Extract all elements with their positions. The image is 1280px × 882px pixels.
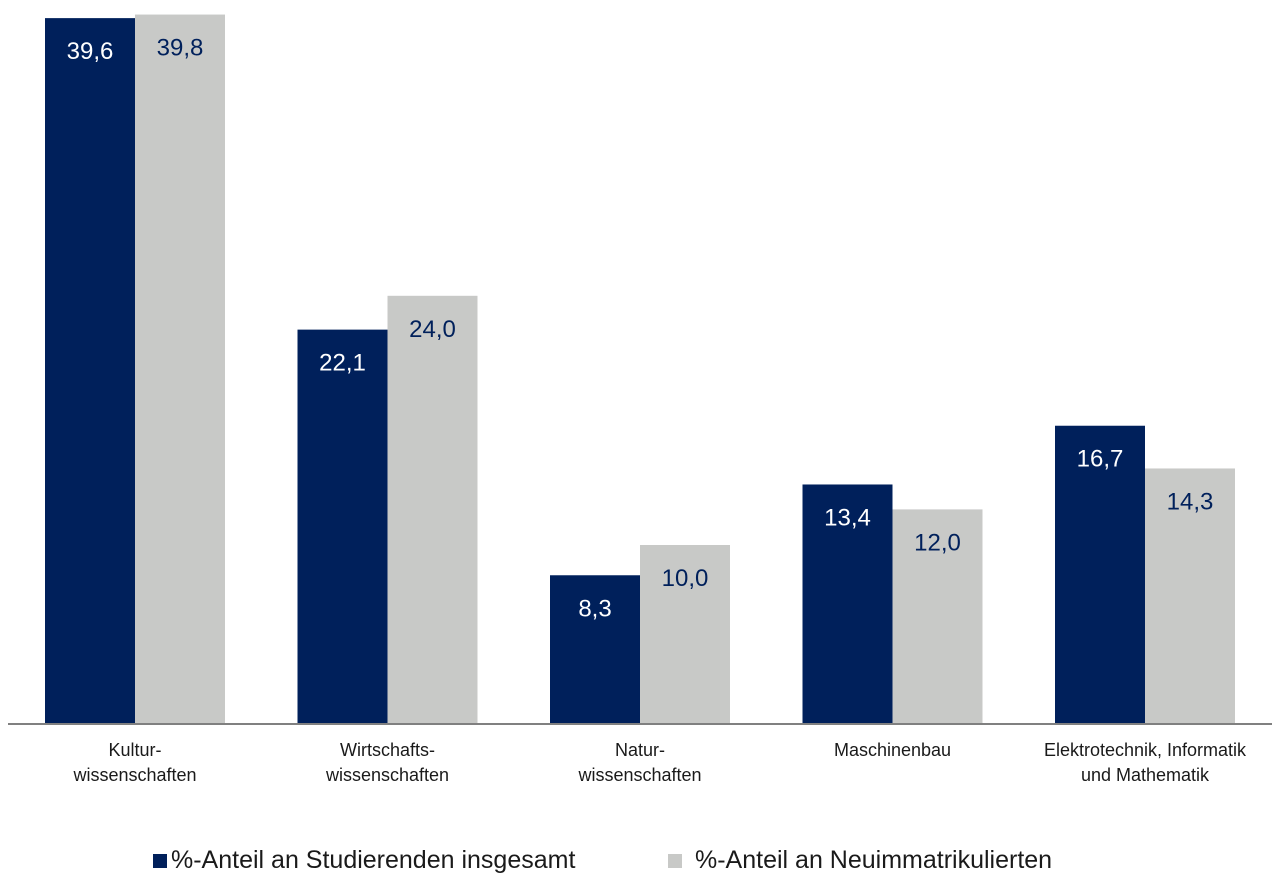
bar-neuimmatrikulierte-naturwissenschaften <box>640 545 730 723</box>
legend-swatch-gray <box>668 853 682 868</box>
legend-label-studierende: %-Anteil an Studierenden insgesamt <box>171 846 576 874</box>
bar-layer: 39,6 39,8 22,1 24,0 8,3 10,0 13,4 12,0 16,7 14,3 <box>45 14 1235 724</box>
data-label-neuimmatrikulierte-wirtschaftswissenschaften: 24,0 <box>409 316 456 343</box>
legend-label-neuimmatrikulierte: %-Anteil an Neuimmatrikulierten <box>695 846 1053 874</box>
bar-neuimmatrikulierte-kulturwissenschaften <box>135 14 225 724</box>
legend: %-Anteil an Studierenden insgesamt %-Ant… <box>0 846 1280 880</box>
data-label-neuimmatrikulierte-maschinenbau: 12,0 <box>914 529 961 556</box>
x-tick-label-maschinenbau: Maschinenbau <box>834 740 951 760</box>
x-tick-label-naturwissenschaften: Natur-wissenschaften <box>577 740 701 785</box>
data-label-neuimmatrikulierte-kulturwissenschaften: 39,8 <box>157 35 204 62</box>
legend-item-neuimmatrikulierte: %-Anteil an Neuimmatrikulierten <box>668 846 1052 875</box>
legend-swatch-navy <box>153 853 167 868</box>
data-label-studierende-kulturwissenschaften: 39,6 <box>67 38 114 65</box>
data-label-studierende-elektrotechnik-informatik-mathematik: 16,7 <box>1077 446 1124 473</box>
x-tick-label-kulturwissenschaften: Kultur-wissenschaften <box>72 740 196 785</box>
bar-neuimmatrikulierte-elektrotechnik-informatik-mathematik <box>1145 468 1235 723</box>
bar-neuimmatrikulierte-maschinenbau <box>892 509 983 723</box>
data-label-studierende-naturwissenschaften: 8,3 <box>578 595 611 622</box>
bar-studierende-kulturwissenschaften <box>45 18 135 724</box>
legend-item-studierende: %-Anteil an Studierenden insgesamt <box>153 846 575 875</box>
bar-chart: 39,6 39,822,124,08,310,013,412,016,714,3 … <box>8 14 1272 785</box>
bar-studierende-wirtschaftswissenschaften <box>297 329 388 723</box>
bar-studierende-elektrotechnik-informatik-mathematik <box>1055 425 1145 723</box>
x-tick-labels: Kultur-wissenschaften Wirtschafts-wissens… <box>72 740 1247 785</box>
data-label-studierende-maschinenbau: 13,4 <box>824 504 871 531</box>
data-label-studierende-wirtschaftswissenschaften: 22,1 <box>319 350 366 377</box>
x-tick-label-elektrotechnik-informatik-mathematik: Elektrotechnik, Informatik und Mathematik <box>1044 740 1247 785</box>
data-label-neuimmatrikulierte-naturwissenschaften: 10,0 <box>662 565 709 592</box>
bar-studierende-naturwissenschaften <box>550 575 640 723</box>
bar-studierende-maschinenbau <box>802 484 893 723</box>
x-tick-label-wirtschaftswissenschaften: Wirtschafts-wissenschaften <box>325 740 449 785</box>
data-label-neuimmatrikulierte-elektrotechnik-informatik-mathematik: 14,3 <box>1167 488 1214 515</box>
bar-neuimmatrikulierte-wirtschaftswissenschaften <box>387 295 478 723</box>
